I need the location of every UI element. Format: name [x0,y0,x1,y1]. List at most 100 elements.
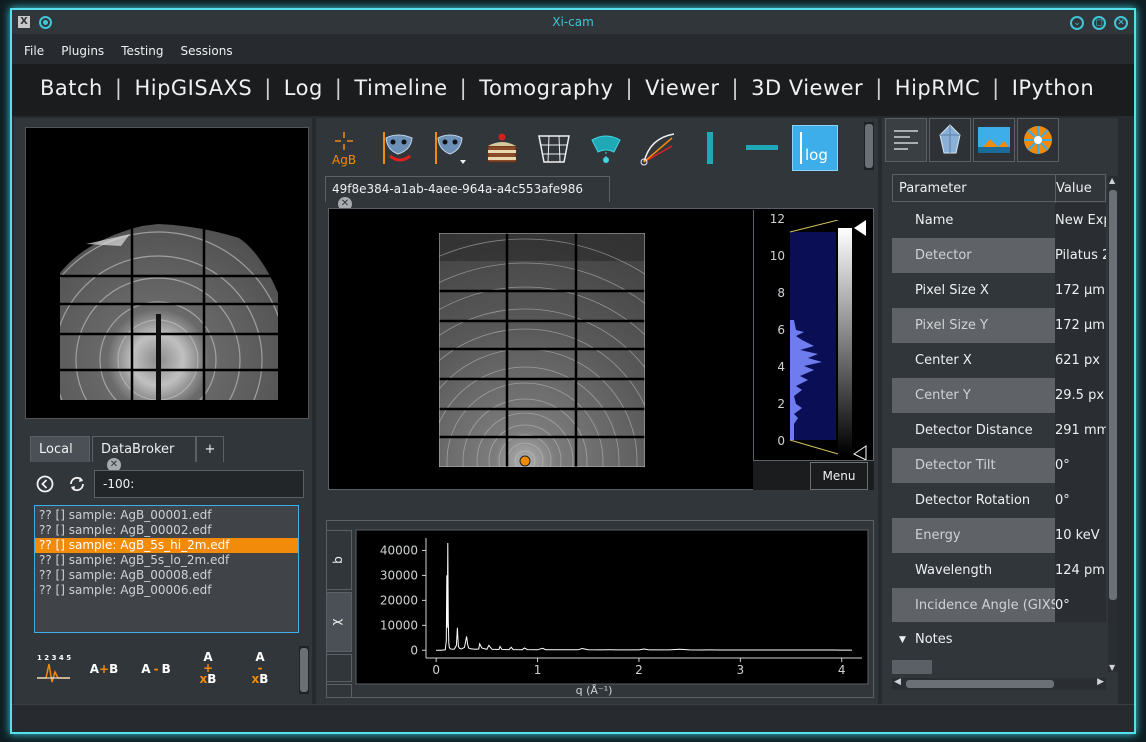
parameter-row[interactable]: Center X 621 px [892,343,1106,378]
plugin-tab-viewer[interactable]: Viewer [645,76,720,100]
file-list-item[interactable]: ?? [] sample: AgB_5s_lo_2m.edf [39,553,230,567]
tab-local[interactable]: Local [30,436,90,462]
refresh-icon[interactable] [68,475,86,493]
parameter-value[interactable]: 291 mm [1055,413,1106,448]
spectra-button[interactable]: 1 2 3 4 5 [34,652,74,692]
parameter-value[interactable]: Pilatus 2 [1055,238,1106,273]
plugin-tab-tomography[interactable]: Tomography [479,76,614,100]
parameter-value[interactable]: 621 px [1055,343,1106,378]
tab-extra-1[interactable] [326,654,352,682]
header-value[interactable]: Value [1056,181,1092,196]
remesh-button[interactable] [531,125,577,171]
tab-chi[interactable]: χ [326,592,352,652]
path-input[interactable]: -100: [94,470,304,498]
image-tab[interactable]: 49f8e384-a1ab-4aee-964a-a4c553afe986✕ [325,176,610,211]
subtract-scaled-button[interactable]: A - xB xB [240,650,280,692]
add-button[interactable]: A+B [84,652,124,692]
ops-scrollbar[interactable] [299,646,309,694]
file-list-item[interactable]: ?? [] sample: AgB_5s_hi_2m.edf [35,538,298,553]
plugin-tab-timeline[interactable]: Timeline [354,76,448,100]
tab-crystal[interactable] [929,118,971,162]
parameter-value[interactable]: 172 μm [1055,308,1106,343]
mask-menu-button[interactable] [427,125,473,171]
arc-roi-button[interactable] [583,125,629,171]
tab-scatter[interactable] [1017,118,1059,162]
parameter-value[interactable]: 0° [1055,588,1106,623]
add-a: A [89,662,100,676]
parameter-value[interactable]: 124 pm [1055,553,1106,588]
cake-button[interactable] [479,125,525,171]
subtract-button[interactable]: A-B [136,652,176,692]
collapse-icon[interactable]: ▼ [899,635,906,645]
parameter-value[interactable]: 29.5 px [1055,378,1106,413]
file-list[interactable]: ?? [] sample: AgB_00001.edf?? [] sample:… [34,505,299,633]
menu-testing[interactable]: Testing [121,44,164,58]
parameter-value[interactable]: 172 μm [1055,273,1106,308]
tab-databroker[interactable]: DataBroker✕ [92,436,196,472]
parameter-row[interactable]: Detector Distance 291 mm [892,413,1106,448]
header-parameter[interactable]: Parameter [899,181,967,196]
parameter-row[interactable]: Wavelength 124 pm [892,553,1106,588]
minimize-icon[interactable]: ⌄ [1070,16,1084,30]
app-menu-icon[interactable]: X [18,16,30,28]
parameter-row[interactable]: Pixel Size Y 172 μm [892,308,1106,343]
add-tab-button[interactable]: + [196,436,224,462]
plugin-tab-ipython[interactable]: IPython [1011,76,1095,100]
parameter-value[interactable]: 10 keV [1055,518,1106,553]
pin-icon[interactable] [39,16,52,29]
close-icon[interactable]: ✕ [1114,16,1128,30]
back-icon[interactable] [36,475,54,493]
plugin-tab-3d-viewer[interactable]: 3D Viewer [751,76,864,100]
plugin-tab-batch[interactable]: Batch [40,76,103,100]
maximize-icon[interactable]: ◻ [1092,16,1106,30]
horizontal-cut-button[interactable] [739,125,785,171]
file-list-item[interactable]: ?? [] sample: AgB_00002.edf [39,523,212,537]
mask-button[interactable] [375,125,421,171]
parameter-row[interactable]: Energy 10 keV [892,518,1106,553]
main-window: X Xi-cam ⌄ ◻ ✕ File Plugins Testing Sess… [10,8,1136,734]
plugin-tab-log[interactable]: Log [283,76,323,100]
tab-parameters[interactable] [885,118,927,162]
chart-background [355,529,869,685]
plugin-tab-hiprmc[interactable]: HipRMC [894,76,981,100]
add-scaled-button[interactable]: A + xB xB [188,651,228,692]
notes-row[interactable]: ▼ Notes [892,622,1106,657]
tab-image-view[interactable] [973,118,1015,162]
histogram-lut[interactable]: 12 10 8 6 4 2 0 [753,210,873,460]
q-integration-chart[interactable]: 0 10000 20000 30000 40000 0 1 2 3 4 q (Å⁻¹) [354,526,870,696]
vertical-cut-button[interactable] [687,125,733,171]
close-image-tab-icon[interactable]: ✕ [338,196,352,211]
sub-scaled-a: A [255,650,265,664]
parameter-vertical-scrollbar[interactable]: ▲ ▼ [1108,176,1118,672]
arc-cut-button[interactable] [635,125,681,171]
menu-plugins[interactable]: Plugins [61,44,105,58]
parameter-row[interactable]: Detector Tilt 0° [892,448,1106,483]
parameter-row[interactable]: Center Y 29.5 px [892,378,1106,413]
file-list-item[interactable]: ?? [] sample: AgB_00001.edf [39,508,212,522]
tab-extra-2[interactable] [326,684,352,698]
file-list-item[interactable]: ?? [] sample: AgB_00008.edf [39,568,212,582]
parameter-row[interactable]: Name New Exp [892,203,1106,238]
detector-image[interactable] [439,233,645,467]
agb-label: AgB [332,153,356,167]
parameter-value[interactable]: 0° [1055,483,1106,518]
toolbar-scrollbar[interactable] [864,122,874,170]
log-scale-button[interactable]: log [792,125,838,171]
menu-file[interactable]: File [24,44,45,58]
file-list-item[interactable]: ?? [] sample: AgB_00006.edf [39,583,212,597]
parameter-row[interactable]: Detector Pilatus 2 [892,238,1106,273]
parameter-row[interactable]: Pixel Size X 172 μm [892,273,1106,308]
parameter-value[interactable]: New Exp [1055,203,1106,238]
parameter-horizontal-scrollbar[interactable]: ◀ ▶ [892,677,1106,690]
parameter-value[interactable]: 0° [1055,448,1106,483]
menu-sessions[interactable]: Sessions [180,44,233,58]
calibrate-agb-button[interactable]: AgB [323,125,369,171]
plugin-separator: | [334,76,343,100]
close-tab-icon[interactable]: ✕ [107,457,121,472]
parameter-row[interactable]: Incidence Angle (GIXS) 0° [892,588,1106,623]
parameter-row[interactable]: Detector Rotation 0° [892,483,1106,518]
histogram-menu-button[interactable]: Menu [810,462,868,490]
notes-field[interactable] [892,660,932,674]
tab-q[interactable]: q [326,530,352,590]
plugin-tab-hipgisaxs[interactable]: HipGISAXS [134,76,253,100]
